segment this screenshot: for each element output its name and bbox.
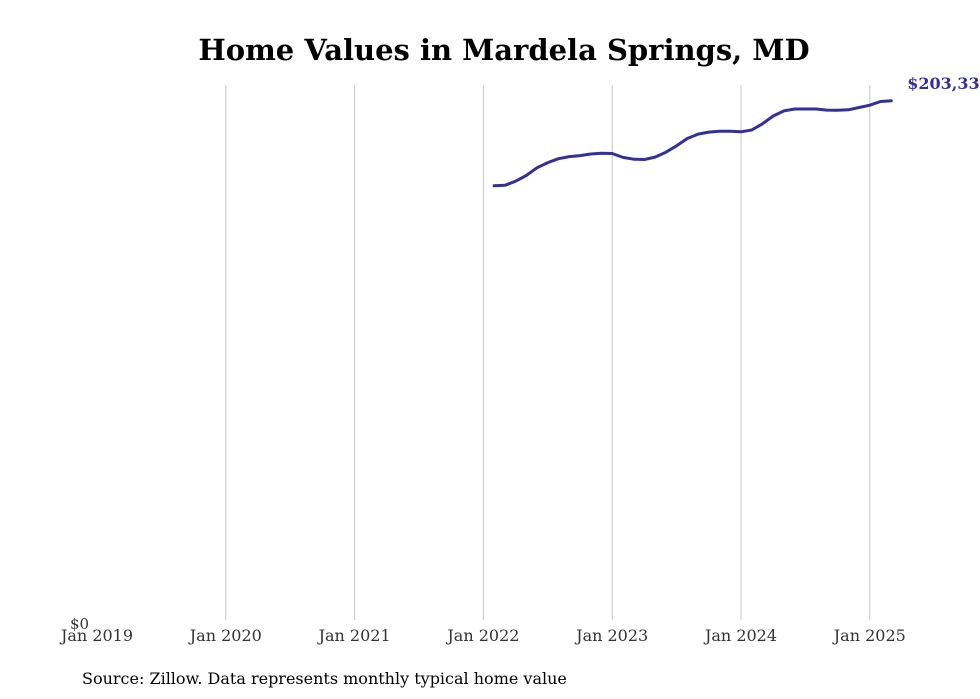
gridlines [225,85,871,620]
x-tick-label: Jan 2023 [574,626,648,645]
chart-title: Home Values in Mardela Springs, MD [198,33,809,67]
y-tick-label: $0 [70,615,89,633]
x-tick-label: Jan 2022 [445,626,519,645]
source-note: Source: Zillow. Data represents monthly … [82,669,567,688]
x-tick-label: Jan 2024 [703,626,777,645]
x-tick-label: Jan 2019 [59,626,133,645]
end-value-label: $203,33 [907,74,979,93]
series-line [492,99,893,188]
x-tick-label: Jan 2020 [188,626,262,645]
series-layer: $203,33 [492,74,980,188]
x-axis-ticks: Jan 2019 Jan 2020 Jan 2021 Jan 2022 Jan 2023… [59,626,906,645]
x-tick-label: Jan 2021 [317,626,391,645]
x-tick-label: Jan 2025 [832,626,906,645]
